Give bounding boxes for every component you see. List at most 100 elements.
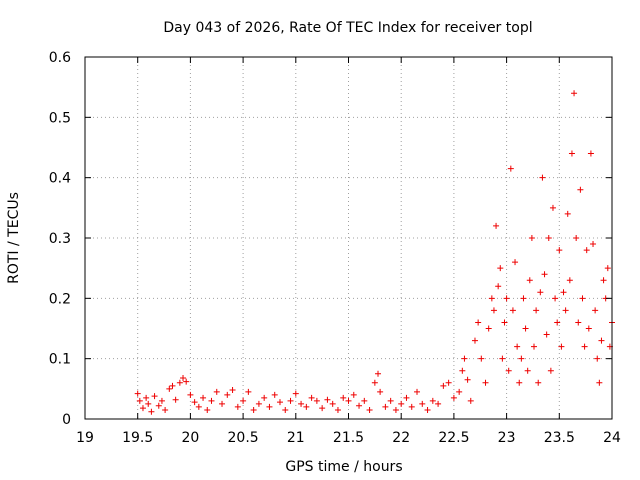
data-point: [375, 370, 382, 377]
data-point: [419, 400, 426, 407]
data-point: [308, 394, 315, 401]
data-point: [545, 235, 552, 241]
data-point: [535, 379, 542, 386]
data-point: [382, 403, 389, 410]
data-point: [392, 406, 399, 413]
data-point: [303, 403, 310, 410]
data-point: [604, 265, 611, 272]
grid-layer: [85, 57, 612, 419]
data-point: [350, 391, 357, 398]
data-point: [575, 319, 582, 326]
data-point: [485, 325, 492, 332]
data-point: [541, 271, 548, 278]
x-tick-label: 23.5: [544, 430, 575, 446]
x-tick-label: 23: [498, 430, 516, 446]
data-point: [319, 405, 326, 412]
data-point: [552, 295, 559, 302]
data-points: [134, 90, 615, 415]
data-point: [495, 283, 502, 290]
data-point: [139, 405, 146, 412]
data-point: [387, 397, 394, 404]
data-point: [549, 204, 556, 211]
data-point: [554, 319, 561, 326]
data-point: [287, 397, 294, 404]
data-point: [503, 295, 510, 302]
data-point: [507, 165, 514, 172]
data-point: [501, 319, 508, 326]
data-point: [524, 367, 531, 374]
y-tick-label: 0.6: [49, 50, 71, 66]
data-point: [151, 393, 158, 400]
data-point: [162, 406, 169, 413]
data-point: [366, 406, 373, 413]
data-point: [456, 388, 463, 395]
data-point: [518, 355, 525, 362]
x-tick-label: 21.5: [333, 430, 364, 446]
data-point: [528, 235, 535, 241]
x-tick-label: 21: [287, 430, 305, 446]
data-point: [590, 241, 597, 248]
data-point: [271, 391, 278, 398]
data-point: [475, 319, 482, 326]
data-point: [445, 379, 452, 386]
data-point: [180, 374, 187, 381]
data-point: [276, 399, 283, 406]
data-point: [187, 391, 194, 398]
data-point: [429, 397, 436, 404]
data-point: [334, 406, 341, 413]
data-point: [505, 367, 512, 374]
data-point: [568, 150, 575, 157]
y-tick-label: 0.3: [49, 231, 71, 247]
data-point: [594, 355, 601, 362]
data-point: [143, 394, 150, 401]
data-point: [298, 400, 305, 407]
data-point: [435, 400, 442, 407]
data-point: [356, 402, 363, 409]
data-point: [558, 343, 565, 350]
x-tick-label: 22.5: [438, 430, 469, 446]
data-point: [208, 397, 215, 404]
data-point: [324, 396, 331, 403]
x-tick-label: 24: [603, 430, 621, 446]
data-point: [566, 277, 573, 284]
data-point: [408, 403, 415, 410]
data-point: [562, 307, 569, 314]
data-point: [172, 396, 179, 403]
data-point: [478, 355, 485, 362]
data-point: [571, 90, 578, 97]
data-point: [509, 307, 516, 314]
x-tick-label: 20: [181, 430, 199, 446]
data-point: [261, 394, 268, 401]
data-point: [459, 367, 466, 374]
data-point: [600, 277, 607, 284]
data-point: [155, 402, 162, 409]
x-axis-label: GPS time / hours: [285, 459, 402, 475]
data-point: [556, 247, 563, 254]
data-point: [592, 307, 599, 314]
data-point: [229, 387, 236, 394]
data-point: [573, 235, 580, 241]
data-point: [598, 337, 605, 344]
data-point: [219, 400, 226, 407]
data-point: [512, 259, 519, 266]
data-point: [564, 210, 571, 217]
data-point: [176, 379, 183, 386]
data-point: [313, 397, 320, 404]
data-point: [148, 408, 155, 415]
data-point: [424, 406, 431, 413]
data-point: [537, 289, 544, 296]
data-point: [522, 325, 529, 332]
data-point: [482, 379, 489, 386]
y-tick-label: 0.2: [49, 291, 71, 307]
data-point: [292, 390, 299, 397]
data-point: [191, 399, 198, 406]
data-point: [398, 400, 405, 407]
data-point: [329, 400, 336, 407]
data-point: [200, 394, 207, 401]
axis-ticks: [84, 56, 613, 420]
data-point: [371, 379, 378, 386]
data-point: [585, 325, 592, 332]
data-point: [488, 295, 495, 302]
y-tick-label: 0.1: [49, 352, 71, 368]
data-point: [587, 150, 594, 157]
